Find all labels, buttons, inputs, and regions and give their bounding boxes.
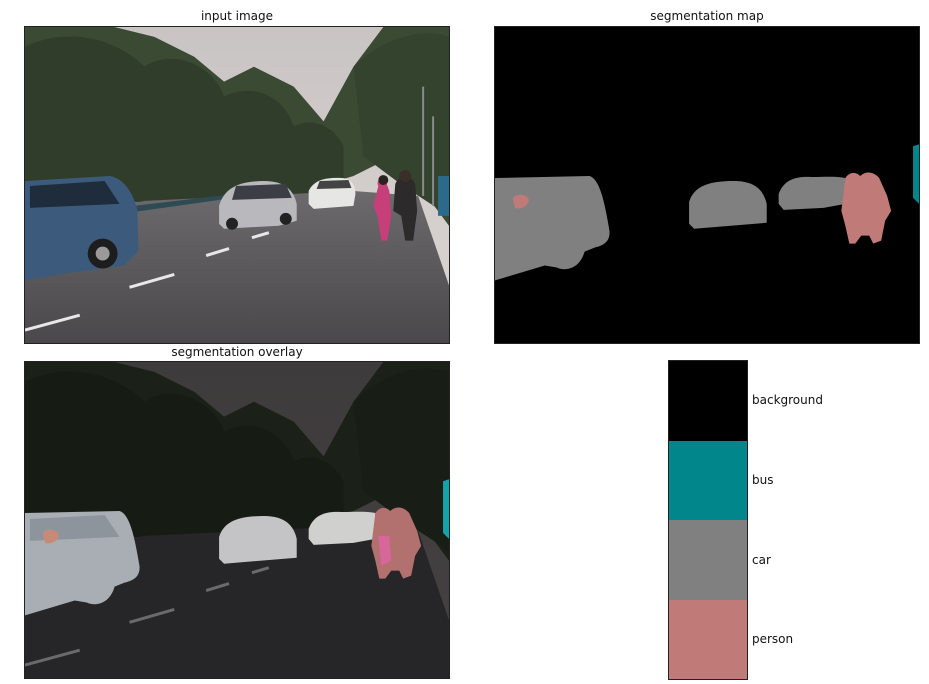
legend-label-person: person (752, 632, 794, 646)
input-image-panel (24, 26, 450, 344)
legend-label-car: car (752, 553, 771, 567)
legend-label-bus: bus (752, 473, 774, 487)
car-region-center (689, 181, 767, 229)
segmentation-overlay-panel (24, 361, 450, 679)
class-legend (668, 360, 748, 680)
segmentation-overlay-title: segmentation overlay (171, 345, 303, 359)
legend-swatch-background (669, 361, 747, 441)
segmentation-map-panel (494, 26, 920, 344)
bus-region (913, 144, 919, 204)
segmentation-overlay (25, 362, 449, 678)
person-region-small (512, 194, 529, 209)
car-region-right (778, 176, 846, 210)
person-region (841, 172, 892, 244)
legend-label-background: background (752, 393, 823, 407)
segmentation-map (495, 27, 919, 343)
legend-swatch-car (669, 520, 747, 600)
legend-swatch-person (669, 599, 747, 679)
legend-swatch-bus (669, 440, 747, 520)
input-image-title: input image (200, 9, 274, 23)
input-image (25, 27, 449, 343)
segmentation-map-title: segmentation map (650, 9, 764, 23)
